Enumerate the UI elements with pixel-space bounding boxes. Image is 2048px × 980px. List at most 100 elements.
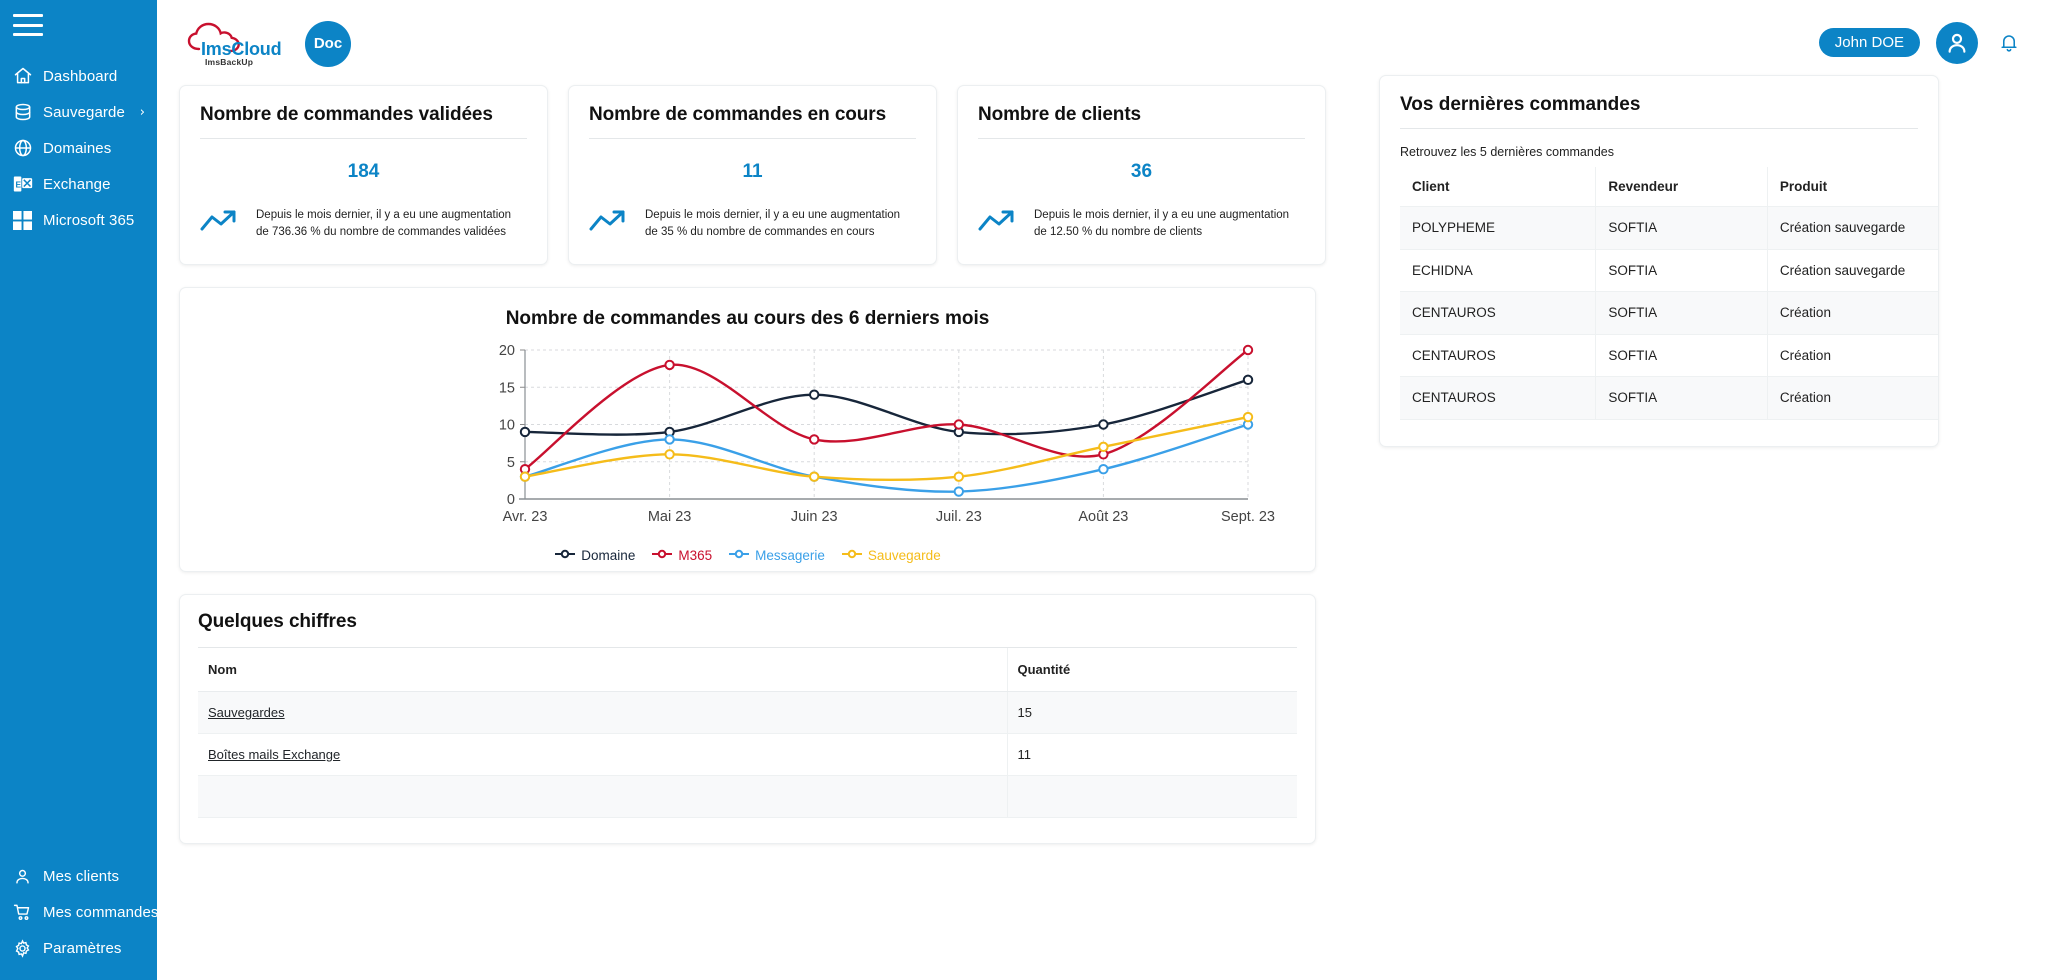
table-row: Boîtes mails Exchange 11	[198, 733, 1297, 776]
cell-revendeur: SOFTIA	[1595, 206, 1768, 250]
orders-table: Client Revendeur Produit POLYPHEME SOFTI…	[1400, 167, 1938, 420]
sidebar: Dashboard Sauvegarde ›	[0, 0, 158, 980]
hamburger-icon[interactable]	[13, 14, 43, 36]
trend-up-icon	[978, 208, 1018, 239]
doc-badge[interactable]: Doc	[305, 20, 351, 67]
sidebar-item-label: Mes clients	[43, 867, 120, 885]
user-name-pill[interactable]: John DOE	[1818, 28, 1920, 57]
cell-client: POLYPHEME	[1400, 206, 1597, 250]
legend-item-sauvegarde[interactable]: Sauvegarde	[841, 548, 941, 563]
cell-produit: Création sauvegarde	[1767, 206, 1938, 250]
kpi-row: Nombre de commandes validées 184 Depuis …	[179, 85, 2048, 265]
table-header-row: Client Revendeur Produit	[1400, 167, 1938, 207]
svg-text:15: 15	[499, 380, 515, 396]
cell-revendeur: SOFTIA	[1595, 248, 1768, 293]
main-area: ImsCloud ImsBackUp Doc John DOE	[157, 0, 2048, 980]
brand-logo[interactable]: ImsCloud ImsBackUp Doc	[185, 19, 351, 67]
sidebar-item-domaines[interactable]: Domaines	[0, 130, 157, 166]
kpi-title: Nombre de commandes en cours	[589, 104, 916, 139]
kpi-description: Depuis le mois dernier, il y a eu une au…	[645, 209, 901, 238]
cell-client: CENTAUROS	[1400, 333, 1597, 378]
sidebar-item-mes-commandes[interactable]: Mes commandes	[0, 894, 158, 930]
figures-table: Nom Quantité Sauvegardes 15	[198, 648, 1297, 818]
avatar[interactable]	[1936, 21, 1978, 64]
legend-marker-icon	[651, 548, 673, 563]
cell-produit: Création sauvegarde	[1767, 248, 1938, 293]
home-icon	[12, 66, 33, 87]
kpi-description: Depuis le mois dernier, il y a eu une au…	[1034, 209, 1290, 238]
kpi-footer: Depuis le mois dernier, il y a eu une au…	[200, 207, 527, 240]
kpi-value: 184	[347, 161, 380, 182]
orders-chart-card: Nombre de commandes au cours des 6 derni…	[179, 287, 1316, 572]
database-icon	[12, 102, 33, 123]
legend-item-m365[interactable]: M365	[651, 548, 712, 563]
cell-produit: Création	[1767, 333, 1938, 378]
gear-icon	[12, 938, 33, 959]
svg-text:Avr. 23: Avr. 23	[503, 509, 548, 525]
globe-icon	[12, 138, 33, 159]
svg-text:5: 5	[507, 455, 515, 471]
header-right: John DOE	[1818, 21, 2024, 64]
figures-link-boites-mails-exchange[interactable]: Boîtes mails Exchange	[208, 747, 341, 762]
orders-subtitle: Retrouvez les 5 dernières commandes	[1400, 145, 1614, 159]
svg-text:E: E	[15, 179, 21, 189]
cart-icon	[12, 902, 33, 923]
cell-nom: Sauvegardes	[198, 691, 1007, 734]
sidebar-nav-bottom: Mes clients Mes commandes Paramètres	[0, 858, 158, 966]
cell-client: CENTAUROS	[1400, 291, 1597, 335]
legend-label: M365	[678, 548, 713, 563]
dernieres-commandes-card: Vos dernières commandes Retrouvez les 5 …	[1379, 75, 1939, 447]
chart-area: 0 5 10 15 20 Avr. 23 Mai 23 Juin 23 Juil. 23 Août…	[180, 336, 1315, 546]
content-region: Nombre de commandes validées 184 Depuis …	[157, 85, 2048, 844]
sidebar-item-label: Domaines	[43, 139, 112, 157]
cell-nom	[198, 775, 1007, 818]
cell-nom: Boîtes mails Exchange	[198, 733, 1007, 776]
legend-item-domaine[interactable]: Domaine	[554, 548, 635, 563]
notifications-button[interactable]	[1994, 28, 2024, 58]
legend-marker-icon	[728, 548, 750, 563]
table-row	[198, 775, 1297, 818]
legend-item-messagerie[interactable]: Messagerie	[728, 548, 825, 563]
table-row: POLYPHEME SOFTIA Création sauvegarde	[1400, 206, 1938, 250]
sidebar-item-label: Dashboard	[43, 67, 118, 85]
table-row: CENTAUROS SOFTIA Création	[1400, 333, 1938, 378]
sidebar-item-label: Sauvegarde	[43, 103, 125, 121]
table-header-row: Nom Quantité	[198, 648, 1297, 692]
cell-produit: Création	[1767, 291, 1938, 335]
sidebar-item-mes-clients[interactable]: Mes clients	[0, 858, 157, 894]
exchange-icon: E	[12, 174, 33, 195]
sidebar-nav-top: Dashboard Sauvegarde ›	[0, 58, 157, 238]
sidebar-item-parametres[interactable]: Paramètres	[0, 930, 157, 966]
sidebar-item-dashboard[interactable]: Dashboard	[0, 58, 157, 94]
svg-text:20: 20	[499, 343, 515, 359]
logo-block: ImsCloud ImsBackUp	[185, 19, 282, 67]
cell-client: CENTAUROS	[1400, 376, 1597, 420]
sidebar-item-label: Paramètres	[43, 939, 122, 957]
figures-table-head: Nom Quantité	[198, 648, 1297, 692]
cell-quantite: 15	[1006, 691, 1297, 734]
svg-text:Mai 23: Mai 23	[648, 509, 692, 525]
orders-table-body: POLYPHEME SOFTIA Création sauvegarde ECH…	[1400, 206, 1938, 420]
column-header-nom: Nom	[198, 648, 1007, 692]
svg-text:10: 10	[499, 418, 515, 434]
kpi-value: 11	[742, 161, 763, 182]
legend-label: Sauvegarde	[867, 548, 941, 563]
chevron-right-icon: ›	[139, 104, 145, 120]
sidebar-item-sauvegarde[interactable]: Sauvegarde ›	[0, 94, 157, 130]
table-row: CENTAUROS SOFTIA Création	[1400, 376, 1938, 420]
table-row: ECHIDNA SOFTIA Création sauvegarde	[1400, 248, 1938, 293]
cell-revendeur: SOFTIA	[1595, 333, 1768, 378]
cell-produit: Création	[1767, 376, 1938, 420]
legend-marker-icon	[841, 548, 863, 563]
column-header-quantite: Quantité	[1006, 648, 1297, 692]
sidebar-item-exchange[interactable]: E Exchange	[0, 166, 157, 202]
kpi-card-clients: Nombre de clients 36 Depuis le mois dern…	[957, 85, 1326, 265]
sidebar-item-microsoft365[interactable]: Microsoft 365	[0, 202, 157, 238]
sidebar-item-label: Microsoft 365	[43, 211, 135, 229]
logo-subtext: ImsBackUp	[205, 56, 254, 67]
cloud-icon	[187, 22, 240, 52]
figures-table-body: Sauvegardes 15 Boîtes mails Exchange 11	[198, 691, 1297, 818]
figures-link-sauvegardes[interactable]: Sauvegardes	[208, 705, 285, 720]
orders-table-head: Client Revendeur Produit	[1400, 167, 1938, 207]
kpi-description: Depuis le mois dernier, il y a eu une au…	[256, 209, 512, 238]
